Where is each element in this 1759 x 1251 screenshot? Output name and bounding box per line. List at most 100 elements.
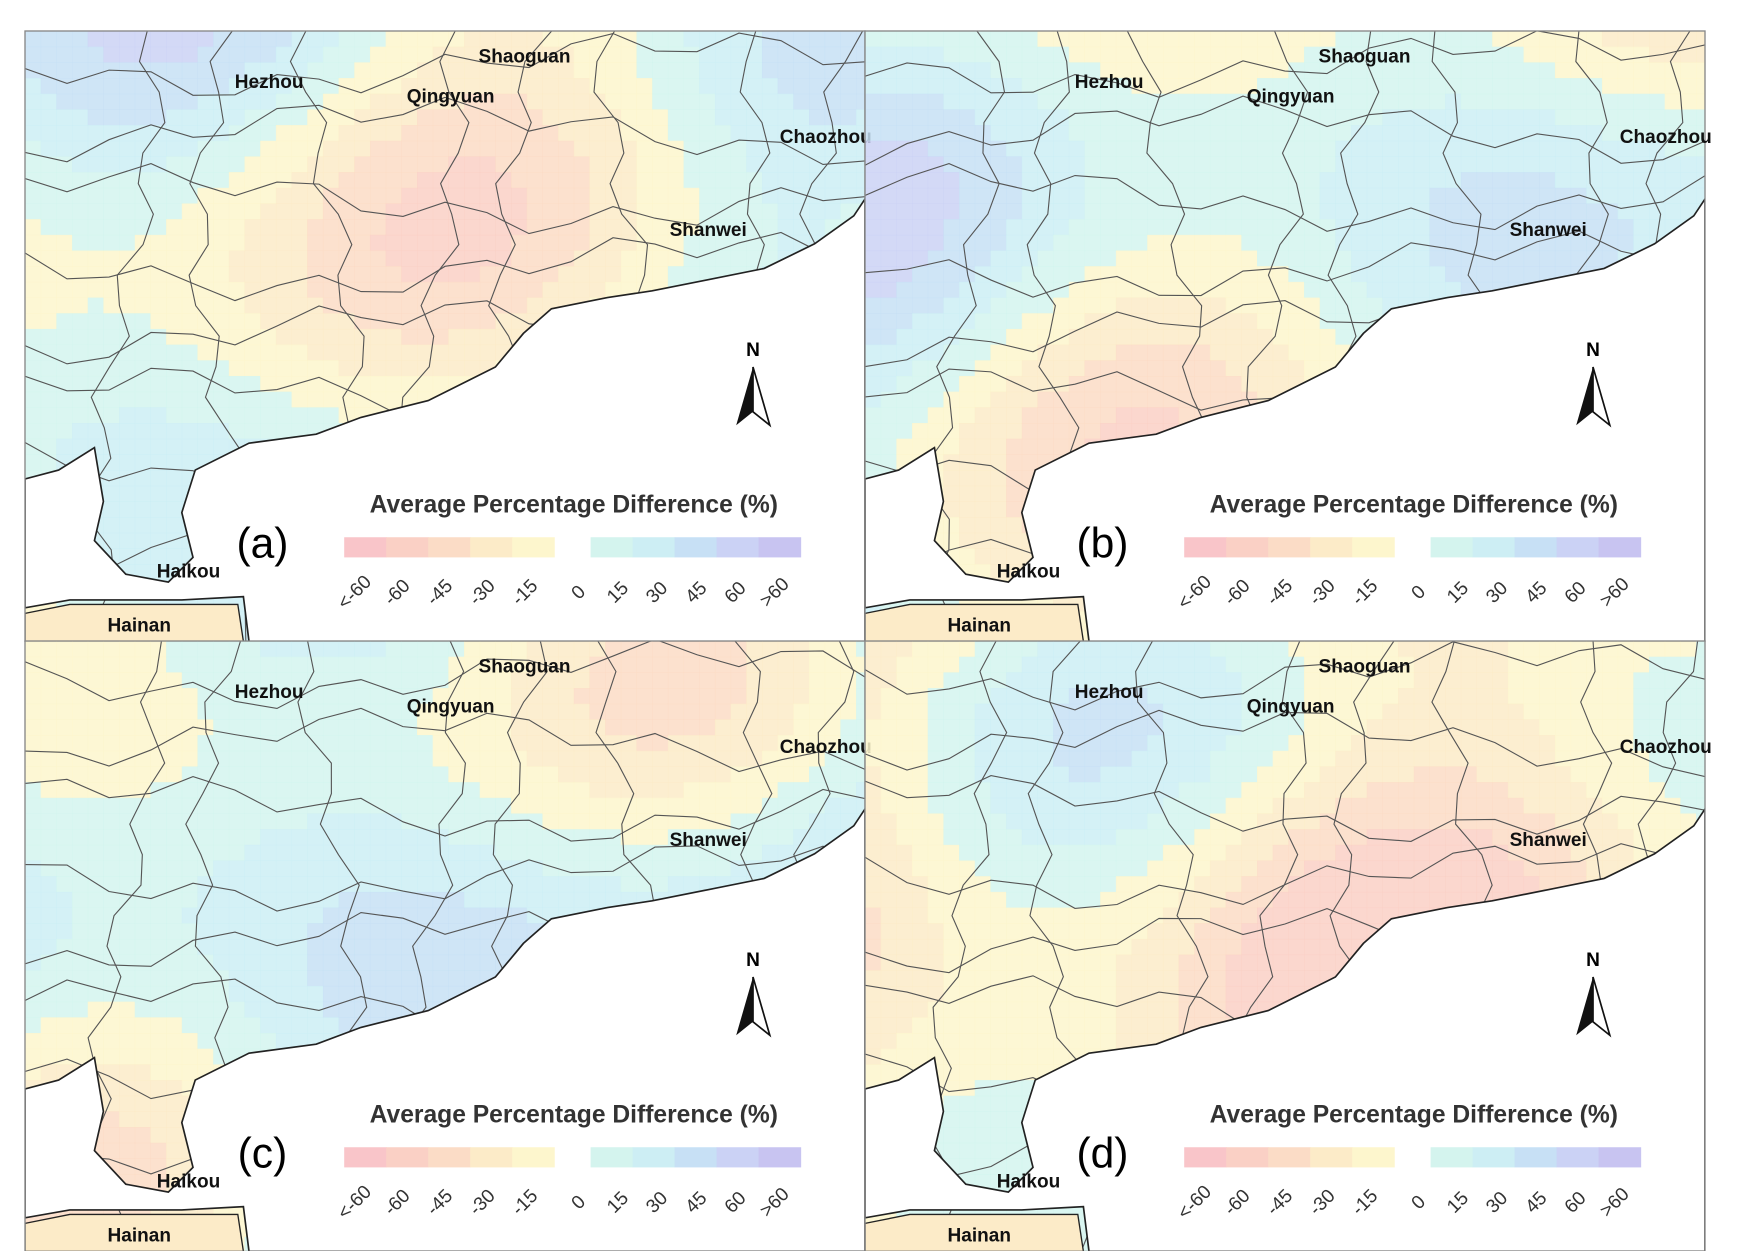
north-label: N (1586, 950, 1600, 971)
legend-swatch (674, 537, 718, 558)
legend-swatch (632, 1147, 676, 1168)
city-label: Hezhou (1075, 72, 1144, 93)
legend-swatch (1472, 1147, 1516, 1168)
city-label: Qingyuan (1247, 87, 1335, 108)
city-label: Haikou (997, 562, 1060, 583)
legend-swatch (512, 537, 555, 558)
legend-title: Average Percentage Difference (%) (370, 492, 778, 519)
legend-swatch (590, 537, 634, 558)
legend-swatch (674, 1147, 718, 1168)
legend-swatch (470, 1147, 513, 1168)
city-label: Shanwei (1510, 830, 1587, 851)
city-label: Shaoguan (479, 656, 571, 677)
legend-swatch (716, 537, 760, 558)
panel-border (864, 640, 1706, 1251)
city-label: Hezhou (235, 682, 304, 703)
legend-swatch (590, 1147, 634, 1168)
sea (865, 197, 1706, 642)
legend-title: Average Percentage Difference (%) (1210, 1102, 1618, 1129)
legend-swatch (1598, 537, 1642, 558)
legend-title: Average Percentage Difference (%) (370, 1102, 778, 1129)
legend-swatch (1268, 1147, 1311, 1168)
city-label: Qingyuan (407, 697, 495, 718)
legend-swatch (1310, 537, 1353, 558)
sea (865, 807, 1706, 1251)
legend-swatch (1556, 1147, 1600, 1168)
north-arrow (752, 366, 772, 428)
legend-swatch (1598, 1147, 1642, 1168)
panel-label: (c) (238, 1129, 288, 1177)
sea (25, 807, 866, 1251)
legend-swatch (344, 537, 387, 558)
city-label: Chaozhou (780, 127, 872, 148)
legend-swatch (1430, 537, 1474, 558)
map-panel: Hezhou Qingyuan Shaoguan Chaozhou Shanwei Hai… (864, 640, 1712, 1251)
north-arrow (1576, 977, 1593, 1036)
legend-swatch (1472, 537, 1516, 558)
city-label: Hainan (948, 1225, 1011, 1246)
city-label: Hezhou (1075, 682, 1144, 703)
north-label: N (746, 340, 760, 361)
legend-swatch (1310, 1147, 1353, 1168)
panel-label: (d) (1076, 1129, 1128, 1177)
panel-label: (a) (236, 519, 288, 567)
map-panel: Hezhou Qingyuan Shaoguan Chaozhou Shanwei Hai… (864, 30, 1712, 643)
city-label: Qingyuan (1247, 697, 1335, 718)
panel-label: (b) (1076, 519, 1128, 567)
legend-swatch (758, 1147, 802, 1168)
north-arrow (1592, 366, 1612, 428)
legend-swatch (386, 1147, 429, 1168)
legend-swatch (1268, 537, 1311, 558)
sea (25, 197, 866, 642)
legend-swatch (1514, 537, 1558, 558)
legend-swatch (1556, 537, 1600, 558)
legend-swatch (632, 537, 676, 558)
legend-swatch (428, 537, 471, 558)
north-arrow (752, 976, 772, 1038)
legend-swatch (512, 1147, 555, 1168)
north-label: N (1586, 340, 1600, 361)
map-area (865, 641, 1706, 1251)
city-label: Chaozhou (1620, 127, 1712, 148)
legend-swatch (1352, 537, 1395, 558)
north-arrow (1592, 976, 1612, 1038)
map-area (25, 31, 866, 642)
legend-swatch (758, 537, 802, 558)
legend-title: Average Percentage Difference (%) (1210, 492, 1618, 519)
legend-swatch (1226, 537, 1269, 558)
north-arrow (736, 977, 753, 1036)
map-panel: Hezhou Qingyuan Shaoguan Chaozhou Shanwei Hai… (24, 30, 872, 643)
city-label: Qingyuan (407, 87, 495, 108)
city-label: Shanwei (1510, 220, 1587, 241)
legend-swatch (470, 537, 513, 558)
legend-swatch (1514, 1147, 1558, 1168)
legend-swatch (386, 537, 429, 558)
legend-swatch (428, 1147, 471, 1168)
city-label: Shaoguan (1319, 656, 1411, 677)
city-label: Shanwei (670, 830, 747, 851)
city-label: Shanwei (670, 220, 747, 241)
city-label: Chaozhou (780, 737, 872, 758)
legend-swatch (1226, 1147, 1269, 1168)
city-label: Shaoguan (1319, 46, 1411, 67)
city-label: Hainan (108, 615, 171, 636)
legend-swatch (1430, 1147, 1474, 1168)
map-area (25, 641, 866, 1251)
city-label: Chaozhou (1620, 737, 1712, 758)
city-label: Shaoguan (479, 46, 571, 67)
north-label: N (746, 950, 760, 971)
legend-swatch (1352, 1147, 1395, 1168)
legend-swatch (716, 1147, 760, 1168)
north-arrow (736, 367, 753, 426)
north-arrow (1576, 367, 1593, 426)
city-label: Hainan (108, 1225, 171, 1246)
map-area (865, 31, 1706, 642)
map-panel: Hezhou Qingyuan Shaoguan Chaozhou Shanwei Hai… (24, 640, 872, 1251)
city-label: Hainan (948, 615, 1011, 636)
city-label: Haikou (997, 1172, 1060, 1193)
legend-swatch (1184, 537, 1227, 558)
legend-swatch (344, 1147, 387, 1168)
city-label: Haikou (157, 562, 220, 583)
city-label: Haikou (157, 1172, 220, 1193)
